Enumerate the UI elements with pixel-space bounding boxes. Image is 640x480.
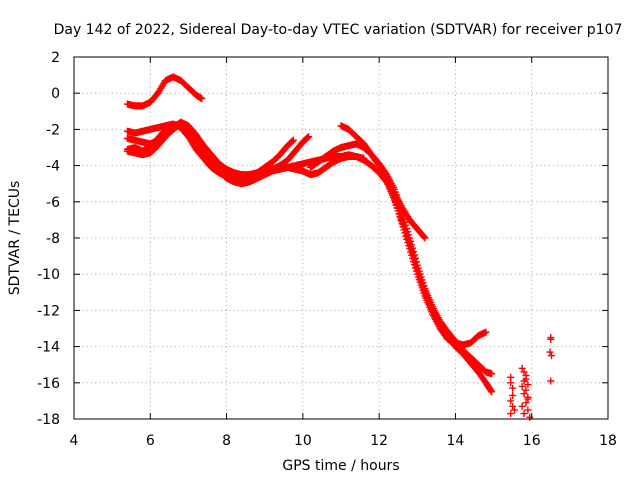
data-point: [406, 239, 414, 247]
data-point: [507, 397, 515, 405]
data-point: [421, 234, 429, 242]
data-point: [408, 246, 416, 254]
x-tick-labels: 4 6 8 10 12 14 16 18: [70, 433, 617, 449]
y-axis-label: SDTVAR / TECUs: [7, 181, 23, 296]
data-point: [522, 399, 530, 407]
data-point: [409, 252, 417, 260]
series-cluster-15-8: [518, 364, 534, 421]
data-point: [518, 364, 526, 372]
data-point: [524, 381, 532, 389]
axis-ticks: [73, 56, 609, 420]
data-point: [488, 370, 496, 378]
data-point: [482, 328, 490, 336]
y-tick-label: -4: [46, 159, 60, 175]
data-point: [411, 258, 419, 266]
data-point: [412, 262, 420, 270]
y-tick-label: -18: [37, 412, 60, 428]
data-point: [305, 133, 313, 141]
series-track-d: [123, 120, 429, 242]
data-point: [547, 377, 555, 385]
y-tick-label: -6: [46, 195, 60, 211]
data-point: [520, 410, 528, 418]
data-point: [409, 249, 417, 257]
data-point: [520, 368, 528, 376]
x-tick-label: 12: [370, 433, 388, 449]
data-point: [520, 390, 528, 398]
data-point: [524, 393, 532, 401]
x-tick-label: 16: [523, 433, 541, 449]
x-tick-label: 6: [146, 433, 155, 449]
y-tick-label: -12: [37, 303, 60, 319]
y-tick-label: 0: [51, 86, 60, 102]
data-point: [524, 406, 532, 414]
series-cluster-16-5: [546, 334, 556, 385]
data-point: [509, 384, 517, 392]
x-tick-label: 10: [294, 433, 312, 449]
data-point: [509, 402, 517, 410]
data-point: [518, 382, 526, 390]
data-point: [198, 95, 206, 103]
x-tick-label: 8: [222, 433, 231, 449]
data-point: [511, 406, 519, 414]
data-point: [488, 388, 496, 396]
data-point: [410, 255, 418, 263]
data-point: [546, 348, 554, 356]
y-tick-label: -10: [37, 267, 60, 283]
y-tick-label: -8: [46, 231, 60, 247]
series-cluster-15-6: [507, 373, 519, 418]
data-point: [487, 387, 495, 395]
data-point: [420, 233, 428, 241]
data-point: [518, 402, 526, 410]
data-point: [526, 413, 534, 421]
data-point: [507, 410, 515, 418]
data-point: [382, 176, 390, 184]
chart-title: Day 142 of 2022, Sidereal Day-to-day VTE…: [54, 22, 623, 38]
data-point: [547, 335, 555, 343]
series-track-upper: [123, 73, 206, 110]
data-point: [522, 386, 530, 394]
x-tick-label: 4: [70, 433, 79, 449]
x-tick-label: 14: [447, 433, 465, 449]
grid: [74, 57, 608, 419]
data-point: [289, 136, 297, 144]
y-tick-label: -2: [46, 122, 60, 138]
data-point: [522, 375, 530, 383]
series-track-g: [375, 165, 496, 396]
y-tick-label: 2: [51, 50, 60, 66]
data-point: [548, 352, 556, 360]
y-tick-label: -14: [37, 340, 60, 356]
data-point: [509, 391, 517, 399]
y-tick-labels: 2 0 -2 -4 -6 -8 -10 -12 -14 -16 -18: [37, 50, 60, 428]
data-marks: [123, 73, 556, 421]
x-axis-label: GPS time / hours: [282, 458, 399, 474]
data-point: [407, 243, 415, 251]
data-point: [507, 379, 515, 387]
x-tick-label: 18: [599, 433, 617, 449]
y-tick-label: -16: [37, 376, 60, 392]
